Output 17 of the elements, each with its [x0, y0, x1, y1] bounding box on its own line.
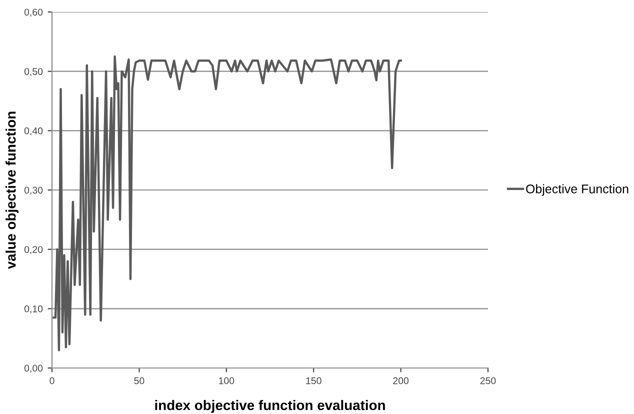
y-tick-label: 0,50	[24, 68, 43, 76]
x-tick-label: 250	[480, 377, 496, 384]
x-tick-label: 150	[306, 377, 322, 384]
x-tick-label: 0	[50, 377, 54, 384]
x-tick-label: 100	[219, 377, 234, 384]
y-tick-label: 0,30	[24, 186, 43, 195]
y-tick-label: 0,10	[24, 305, 43, 314]
y-tick-label: 0,60	[24, 8, 43, 17]
x-axis-title: index objective function evaluation	[155, 400, 385, 413]
y-tick-label: 0,20	[24, 246, 43, 254]
x-tick-label: 50	[134, 377, 144, 384]
y-axis-title: value objective function	[6, 112, 18, 270]
legend-label: Objective Function	[526, 184, 628, 196]
y-tick-label: 0,00	[24, 364, 43, 373]
y-tick-label: 0,40	[24, 127, 43, 136]
line-series	[52, 55, 402, 352]
x-tick-label: 200	[393, 377, 409, 384]
